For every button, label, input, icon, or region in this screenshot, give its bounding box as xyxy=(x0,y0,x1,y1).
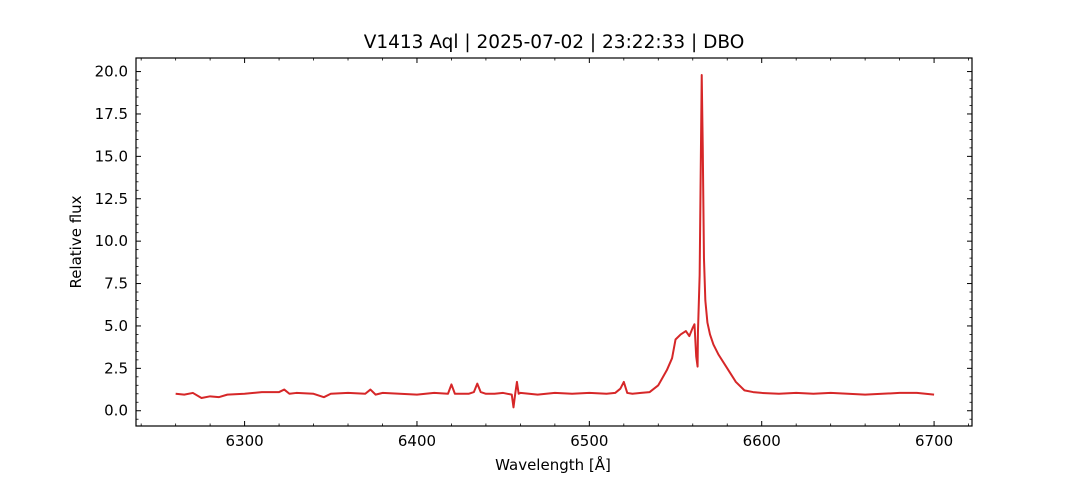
plot-frame xyxy=(135,57,973,427)
chart-title: V1413 Aql | 2025-07-02 | 23:22:33 | DBO xyxy=(364,32,745,53)
x-axis-label: Wavelength [Å] xyxy=(495,455,611,474)
y-tick-label: 5.0 xyxy=(104,317,128,335)
spectrum-line xyxy=(175,73,935,409)
y-tick-label: 17.5 xyxy=(95,105,128,123)
y-tick-label: 7.5 xyxy=(104,275,128,293)
x-tick-label: 6700 xyxy=(915,432,953,450)
y-tick-label: 20.0 xyxy=(95,63,128,81)
x-tick-label: 6400 xyxy=(398,432,436,450)
y-tick-label: 15.0 xyxy=(95,147,128,165)
y-tick-label: 0.0 xyxy=(104,402,128,420)
axis-ticks: 6300 6400 6500 6600 6700 0.0 2.5 5.0 7.5 10.0 12.5… xyxy=(95,58,972,450)
x-tick-label: 6500 xyxy=(570,432,608,450)
y-axis-label: Relative flux xyxy=(67,195,85,288)
y-tick-label: 2.5 xyxy=(104,359,128,377)
y-tick-label: 12.5 xyxy=(95,190,128,208)
x-tick-label: 6600 xyxy=(743,432,781,450)
y-tick-label: 10.0 xyxy=(95,232,128,250)
data-series xyxy=(175,73,935,409)
x-tick-label: 6300 xyxy=(226,432,264,450)
